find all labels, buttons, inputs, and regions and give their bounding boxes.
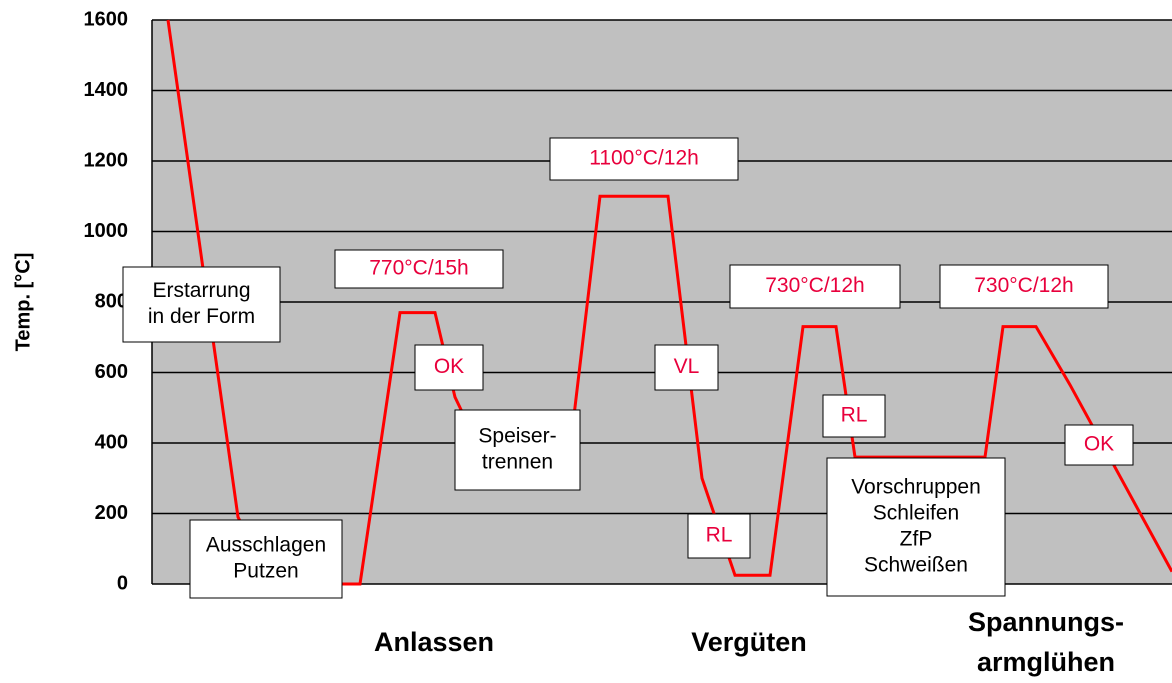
- y-tick-label: 800: [95, 290, 128, 312]
- annotation-box: [1064, 424, 1134, 466]
- annotation-box: [939, 264, 1109, 309]
- annotation-text: VL: [674, 355, 700, 378]
- annotation-box: [826, 457, 1006, 597]
- annotation-text: Erstarrung: [152, 279, 250, 302]
- annotation-text: 770°C/15h: [369, 257, 468, 280]
- y-tick-label: 0: [117, 572, 128, 594]
- annotation-box: [822, 394, 886, 438]
- annotation-box: [654, 344, 719, 391]
- annotation-box: [122, 266, 281, 343]
- phase-label: Vergüten: [691, 627, 807, 657]
- phase-label: Spannungs-: [968, 607, 1124, 637]
- annotation-box: [687, 513, 751, 559]
- y-tick-label: 1000: [84, 220, 129, 242]
- annotation-text: Putzen: [233, 560, 298, 583]
- annotation-box: [454, 409, 581, 491]
- annotation-text: 1100°C/12h: [589, 147, 699, 170]
- annotation-text: Ausschlagen: [206, 534, 326, 557]
- y-tick-label: 200: [95, 502, 128, 524]
- y-tick-label: 1200: [84, 149, 129, 171]
- y-tick-label: 600: [95, 361, 128, 383]
- annotation-text: Schleifen: [873, 502, 959, 525]
- y-tick-label: 400: [95, 431, 128, 453]
- annotation-text: Schweißen: [864, 554, 968, 577]
- phase-label: armglühen: [977, 647, 1115, 677]
- annotation-text: OK: [434, 355, 464, 378]
- annotation-text: trennen: [482, 451, 553, 474]
- y-axis-label: Temp. [°C]: [12, 253, 34, 352]
- y-tick-label: 1600: [84, 8, 129, 30]
- annotation-text: RL: [841, 404, 868, 427]
- temperature-line: [166, 19, 1172, 586]
- annotation-box: [729, 264, 901, 309]
- annotation-box: [414, 344, 484, 391]
- annotation-text: Vorschruppen: [851, 476, 981, 499]
- annotation-text: 730°C/12h: [974, 274, 1073, 297]
- annotation-box: [189, 519, 343, 599]
- annotation-text: in der Form: [148, 305, 255, 328]
- annotation-box: [549, 137, 739, 181]
- annotation-text: 730°C/12h: [765, 274, 864, 297]
- phase-label: Anlassen: [374, 627, 494, 657]
- annotation-text: RL: [706, 524, 733, 547]
- annotation-text: OK: [1084, 433, 1114, 456]
- y-tick-label: 1400: [84, 79, 129, 101]
- annotation-box: [334, 249, 504, 289]
- annotation-text: Speiser-: [478, 425, 556, 448]
- annotation-text: ZfP: [900, 528, 933, 551]
